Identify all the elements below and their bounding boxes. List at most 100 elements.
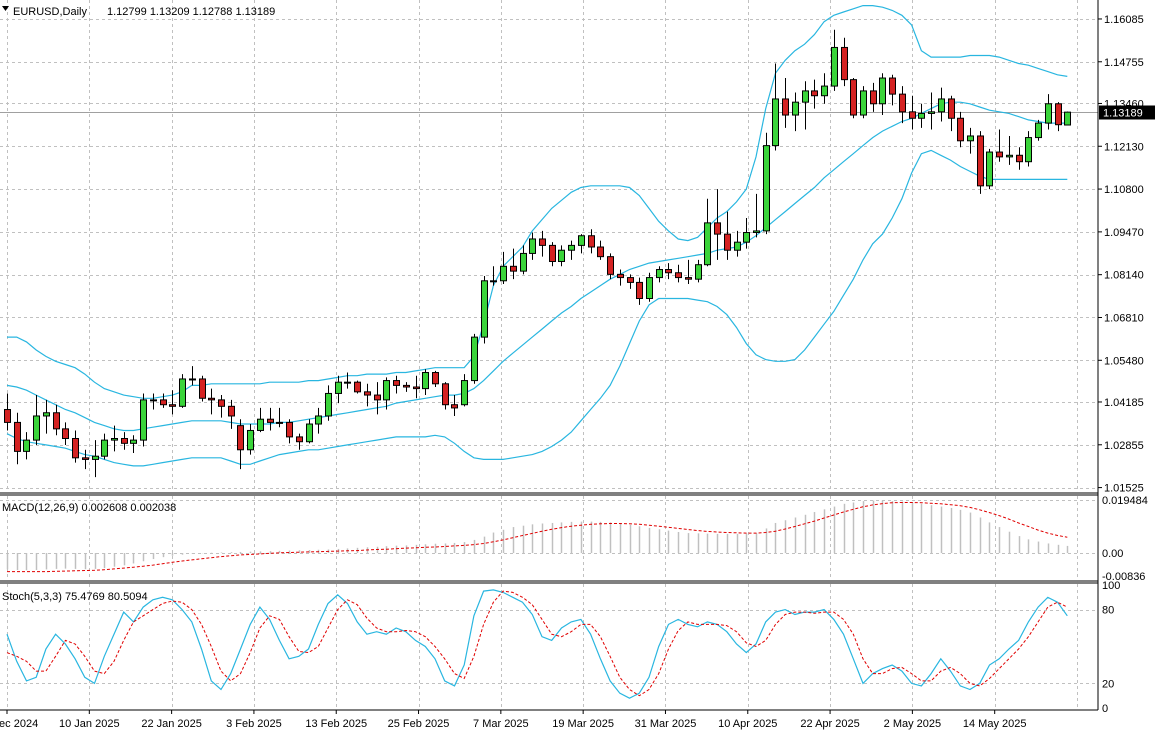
candle[interactable]: [967, 127, 974, 154]
candle[interactable]: [1064, 111, 1071, 126]
candle[interactable]: [792, 92, 799, 132]
candle[interactable]: [802, 81, 809, 130]
candle[interactable]: [101, 433, 108, 460]
time-axis[interactable]: 30 Dec 2024 10 Jan 2025 22 Jan 2025 3 Feb 2…: [0, 710, 1026, 730]
candle[interactable]: [743, 218, 750, 249]
candle[interactable]: [597, 240, 604, 260]
candle[interactable]: [549, 242, 556, 267]
candle[interactable]: [315, 407, 322, 434]
candle[interactable]: [228, 399, 235, 429]
candle[interactable]: [850, 78, 857, 119]
candle[interactable]: [656, 266, 663, 283]
candle[interactable]: [1055, 102, 1062, 132]
candle[interactable]: [62, 422, 69, 445]
candle[interactable]: [92, 440, 99, 478]
candle[interactable]: [685, 259, 692, 285]
candle[interactable]: [734, 230, 741, 257]
candle[interactable]: [189, 366, 196, 386]
candle[interactable]: [763, 132, 770, 235]
candle[interactable]: [928, 92, 935, 130]
candle[interactable]: [860, 86, 867, 119]
candle[interactable]: [451, 395, 458, 416]
candle[interactable]: [267, 407, 274, 431]
candle[interactable]: [111, 425, 118, 452]
candle[interactable]: [403, 382, 410, 392]
candle[interactable]: [130, 435, 137, 453]
candle[interactable]: [841, 37, 848, 87]
candle[interactable]: [558, 245, 565, 267]
candle[interactable]: [899, 86, 906, 124]
candle[interactable]: [442, 382, 449, 410]
candle[interactable]: [286, 419, 293, 444]
candle[interactable]: [529, 232, 536, 260]
candle[interactable]: [121, 432, 128, 450]
candle[interactable]: [617, 269, 624, 286]
candle[interactable]: [481, 275, 488, 344]
candle[interactable]: [169, 390, 176, 415]
candlesticks[interactable]: [4, 29, 1071, 478]
candle[interactable]: [821, 73, 828, 104]
candle[interactable]: [636, 277, 643, 305]
candle[interactable]: [247, 424, 254, 455]
candle[interactable]: [704, 198, 711, 267]
candle[interactable]: [578, 234, 585, 254]
candle[interactable]: [276, 407, 283, 428]
candle[interactable]: [986, 148, 993, 190]
candle[interactable]: [432, 370, 439, 388]
candle[interactable]: [374, 382, 381, 415]
candle[interactable]: [811, 79, 818, 109]
candle[interactable]: [325, 385, 332, 421]
candle[interactable]: [199, 375, 206, 402]
candle[interactable]: [948, 95, 955, 132]
candle[interactable]: [918, 103, 925, 128]
candle[interactable]: [675, 264, 682, 283]
candle[interactable]: [957, 111, 964, 148]
candle[interactable]: [43, 399, 50, 434]
candle[interactable]: [1045, 94, 1052, 130]
candle[interactable]: [237, 419, 244, 470]
candle[interactable]: [520, 245, 527, 275]
candle[interactable]: [257, 407, 264, 433]
candle[interactable]: [879, 73, 886, 116]
candle[interactable]: [14, 412, 21, 465]
candle[interactable]: [364, 383, 371, 407]
candle[interactable]: [938, 87, 945, 122]
candle[interactable]: [753, 193, 760, 238]
candle[interactable]: [695, 259, 702, 283]
candle[interactable]: [772, 63, 779, 151]
candle[interactable]: [354, 380, 361, 394]
candle[interactable]: [296, 433, 303, 450]
candle[interactable]: [831, 29, 838, 91]
candle[interactable]: [1035, 119, 1042, 141]
candle[interactable]: [724, 211, 731, 260]
candle[interactable]: [977, 131, 984, 194]
candle[interactable]: [1006, 135, 1013, 165]
candle[interactable]: [335, 375, 342, 404]
candle[interactable]: [461, 374, 468, 407]
candle[interactable]: [889, 74, 896, 106]
candle[interactable]: [607, 253, 614, 280]
candle[interactable]: [208, 388, 215, 415]
candle[interactable]: [4, 393, 11, 431]
candle[interactable]: [413, 375, 420, 399]
candle[interactable]: [996, 129, 1003, 162]
candle[interactable]: [383, 377, 390, 410]
candle[interactable]: [422, 369, 429, 396]
candle[interactable]: [588, 229, 595, 254]
candle[interactable]: [627, 274, 634, 289]
candle[interactable]: [82, 449, 89, 470]
candle[interactable]: [490, 266, 497, 286]
candle[interactable]: [140, 393, 147, 447]
candle[interactable]: [33, 395, 40, 445]
candle[interactable]: [510, 248, 517, 280]
candle[interactable]: [218, 395, 225, 418]
candle[interactable]: [665, 263, 672, 280]
candle[interactable]: [53, 404, 60, 436]
candle[interactable]: [150, 393, 157, 410]
candle[interactable]: [539, 230, 546, 257]
candle[interactable]: [1016, 147, 1023, 170]
candle[interactable]: [1025, 131, 1032, 167]
candle[interactable]: [782, 78, 789, 128]
